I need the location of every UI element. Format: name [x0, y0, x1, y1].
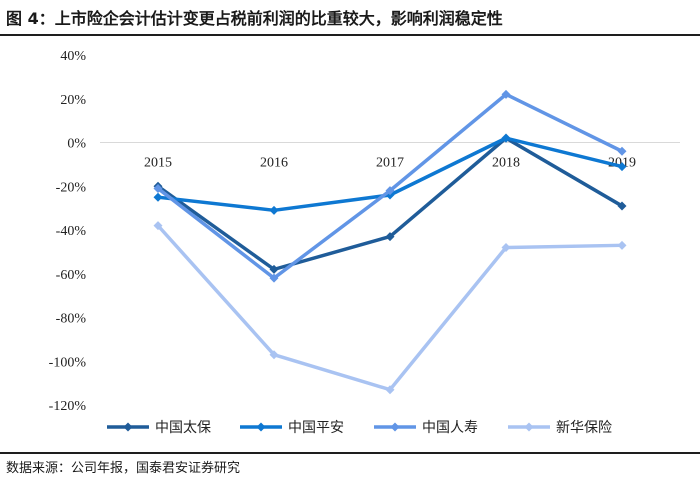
series-lines [153, 89, 627, 395]
x-tick-label: 2018 [492, 156, 520, 171]
series-line [156, 223, 624, 392]
data-point [617, 201, 627, 211]
x-tick-label: 2016 [260, 156, 288, 171]
x-tick-label: 2015 [144, 156, 172, 171]
data-point [269, 264, 279, 274]
legend-label: 中国太保 [155, 420, 211, 436]
source-rule [0, 452, 700, 454]
legend-marker [123, 422, 133, 432]
y-tick-label: 0% [67, 137, 86, 152]
y-tick-label: -120% [49, 399, 87, 414]
legend-label: 中国人寿 [422, 419, 478, 436]
data-point [385, 186, 395, 196]
y-tick-label: -20% [56, 180, 87, 195]
y-tick-label: -60% [56, 268, 87, 283]
y-tick-label: 20% [60, 93, 86, 108]
legend-item: 中国太保 [107, 420, 211, 436]
data-point [501, 133, 511, 143]
legend-label: 新华保险 [556, 420, 612, 436]
chart: 40% 20% 0% -20% -40% -60% -80% -100% -120% 2015 2… [49, 49, 680, 436]
data-point [617, 240, 627, 250]
y-tick-label: -40% [56, 224, 87, 239]
series-4 [153, 221, 627, 395]
data-point [269, 273, 279, 283]
y-tick-label: 40% [60, 49, 86, 64]
data-point [385, 385, 395, 395]
x-tick-label: 2017 [376, 156, 404, 171]
legend-marker [256, 422, 266, 432]
data-point [269, 350, 279, 360]
figure-title: 图 4：上市险企会计估计变更占税前利润的比重较大，影响利润稳定性 [6, 9, 503, 28]
data-point [153, 192, 163, 202]
legend-item: 中国平安 [240, 420, 344, 436]
data-point [153, 221, 163, 231]
legend-item: 中国人寿 [374, 419, 478, 436]
x-axis-ticks: 20152016201720182019 [144, 156, 636, 171]
source-note: 数据来源：公司年报，国泰君安证券研究 [6, 461, 241, 476]
legend-marker [390, 422, 400, 432]
legend-marker [524, 422, 534, 432]
y-axis-ticks: 40% 20% 0% -20% -40% -60% -80% -100% -120% [49, 49, 87, 414]
legend: 中国太保 中国平安 中国人寿 新华保险 [107, 419, 612, 436]
y-tick-label: -80% [56, 312, 87, 327]
y-tick-label: -100% [49, 355, 87, 370]
title-rule [0, 34, 700, 36]
legend-label: 中国平安 [288, 420, 344, 436]
data-point [153, 183, 163, 193]
data-point [501, 243, 511, 252]
series-3 [153, 89, 627, 283]
series-2 [153, 133, 627, 215]
data-point [617, 146, 627, 156]
data-point [617, 162, 627, 172]
data-point [385, 232, 395, 242]
data-point [501, 89, 511, 99]
legend-item: 新华保险 [508, 420, 612, 436]
data-point [269, 205, 279, 215]
